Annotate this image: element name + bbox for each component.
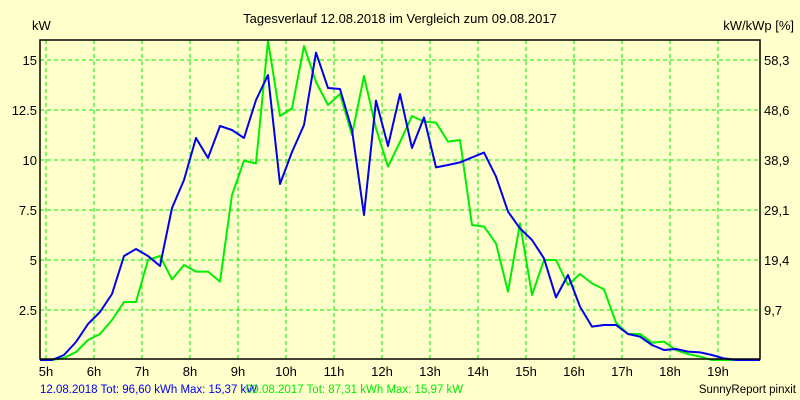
y-tick-label: 2.5: [19, 303, 37, 318]
grid: [40, 40, 760, 359]
x-tick-label: 9h: [231, 364, 245, 379]
x-tick-label: 5h: [39, 364, 53, 379]
y-tick-label: 5: [30, 253, 37, 268]
tick-labels: 5h 6h 7h 8h 9h 10h 11h 12h 13h 14h 15h 16h 17h 18h 19h…: [12, 53, 790, 379]
x-tick-label: 18h: [659, 364, 681, 379]
y2-tick-label: 58,3: [764, 53, 789, 68]
legend-series-2018: 12.08.2018 Tot: 96,60 kWh Max: 15,37 kW: [40, 384, 257, 396]
y-tick-label: 10: [23, 153, 37, 168]
y-tick-label: 7.5: [19, 203, 37, 218]
y2-tick-label: 9,7: [764, 303, 782, 318]
credit-text: SunnyReport pinxit: [699, 384, 797, 396]
x-tick-label: 7h: [135, 364, 149, 379]
y2-tick-label: 38,9: [764, 153, 789, 168]
x-tick-label: 14h: [467, 364, 489, 379]
x-tick-label: 17h: [611, 364, 633, 379]
y-tick-label: 15: [23, 53, 37, 68]
x-tick-label: 11h: [324, 364, 345, 379]
plot-frame: [39, 39, 761, 360]
y-tick-label: 12.5: [12, 103, 37, 118]
x-tick-label: 10h: [275, 364, 297, 379]
y2-axis-label: kW/kWp [%]: [723, 18, 794, 33]
x-tick-label: 12h: [371, 364, 393, 379]
y2-tick-label: 19,4: [764, 253, 789, 268]
series-line-09.08.2017: [40, 39, 760, 361]
chart-title: Tagesverlauf 12.08.2018 im Vergleich zum…: [243, 11, 557, 26]
x-tick-label: 15h: [515, 364, 537, 379]
x-tick-label: 8h: [183, 364, 197, 379]
x-tick-label: 19h: [707, 364, 729, 379]
x-tick-label: 6h: [87, 364, 101, 379]
series-lines: [40, 39, 760, 361]
y2-tick-label: 48,6: [764, 103, 789, 118]
series-line-12.08.2018: [40, 51, 760, 361]
legend-series-2017: 09.08.2017 Tot: 87,31 kWh Max: 15,97 kW: [246, 384, 463, 396]
y2-tick-label: 29,1: [764, 203, 789, 218]
x-tick-label: 13h: [419, 364, 441, 379]
x-tick-label: 16h: [563, 364, 585, 379]
y-axis-label: kW: [32, 18, 52, 33]
